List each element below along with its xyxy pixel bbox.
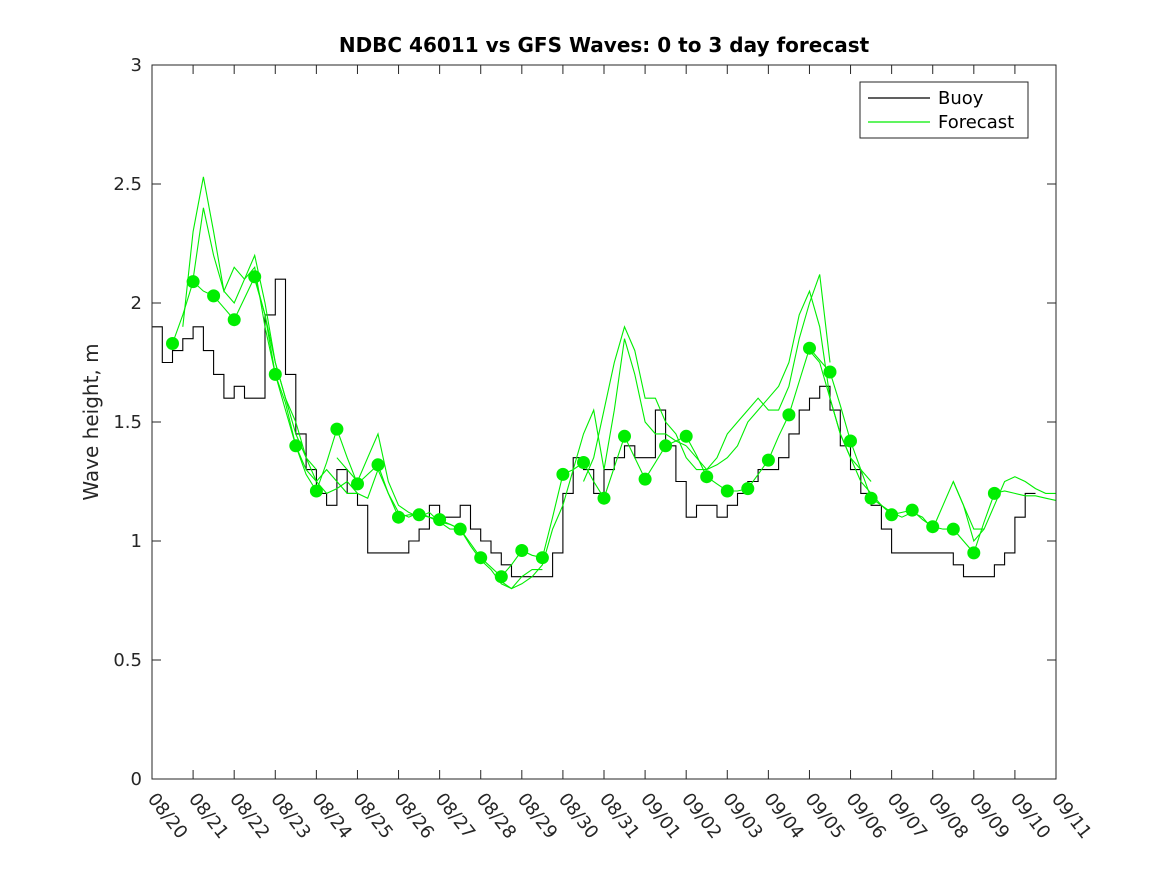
y-axis-ticks: 0 0.5 1 1.5 2 2.5 3	[113, 55, 1056, 790]
forecast-marker-point	[474, 551, 488, 565]
forecast-marker-point	[803, 341, 816, 355]
forecast-marker-point	[638, 472, 652, 486]
y-tick-label: 0.5	[113, 650, 142, 671]
forecast-marker-point	[330, 422, 344, 436]
forecast-marker-point	[289, 439, 303, 453]
forecast-marker-point	[351, 477, 364, 491]
forecast-marker-point	[618, 429, 631, 443]
forecast-marker-point	[987, 486, 1001, 500]
forecast-marker-point	[433, 513, 447, 527]
forecast-series-line-1	[182, 176, 317, 470]
forecast-marker-point	[720, 484, 734, 498]
forecast-marker-point	[268, 367, 282, 381]
forecast-marker-point	[864, 491, 878, 505]
data-viewport	[152, 176, 1056, 590]
forecast-marker-point	[679, 429, 693, 443]
forecast-marker-point	[453, 522, 467, 536]
forecast-marker-point	[309, 484, 323, 498]
forecast-marker-point	[392, 510, 405, 524]
forecast-marker-point	[597, 491, 611, 505]
forecast-marker-point	[248, 270, 262, 284]
forecast-series-line-5	[500, 338, 687, 590]
legend-buoy-label: Buoy	[938, 88, 984, 109]
axes-background	[152, 65, 1056, 779]
y-tick-label: 0	[131, 769, 142, 790]
forecast-marker-point	[207, 289, 221, 303]
chart-title: NDBC 46011 vs GFS Waves: 0 to 3 day fore…	[339, 33, 870, 57]
forecast-marker-point	[844, 434, 857, 448]
forecast-series-line-9	[952, 476, 1056, 543]
forecast-series-line-3	[254, 279, 461, 530]
forecast-marker-point	[515, 544, 529, 557]
y-axis-label: Wave height, m	[79, 343, 103, 500]
y-tick-label: 1	[131, 531, 142, 552]
legend-box	[859, 81, 1029, 139]
legend: Buoy Forecast	[859, 81, 1029, 139]
forecast-marker-point	[782, 408, 796, 422]
forecast-marker-point	[556, 467, 570, 481]
forecast-marker-point	[761, 453, 775, 467]
forecast-marker-point	[227, 313, 241, 327]
forecast-marker-point	[926, 520, 940, 534]
forecast-marker-point	[494, 570, 508, 584]
forecast-marker-point	[885, 508, 899, 522]
forecast-marker-point	[186, 275, 200, 289]
forecast-marker-point	[823, 365, 837, 379]
y-tick-label: 3	[131, 55, 142, 76]
forecast-marker-point	[659, 439, 673, 453]
marker-layer	[166, 270, 1001, 584]
forecast-marker-point	[535, 551, 549, 565]
legend-forecast-label: Forecast	[938, 112, 1014, 133]
forecast-marker-point	[577, 456, 590, 469]
y-tick-label: 2.5	[113, 174, 142, 195]
forecast-marker-point	[371, 458, 385, 472]
forecast-marker-point	[166, 337, 179, 350]
forecast-marker-point	[700, 470, 714, 484]
forecast-marker-point	[905, 503, 919, 517]
forecast-marker-point	[741, 482, 755, 496]
plot-area: 00.511.522.53 08/2008/2108/2208/2308/240…	[113, 55, 1095, 843]
forecast-marker-point	[412, 508, 426, 522]
y-tick-label: 2	[131, 293, 142, 314]
y-tick-label: 1.5	[113, 412, 142, 433]
forecast-marker-point	[946, 522, 960, 536]
forecast-marker-point	[967, 546, 981, 560]
